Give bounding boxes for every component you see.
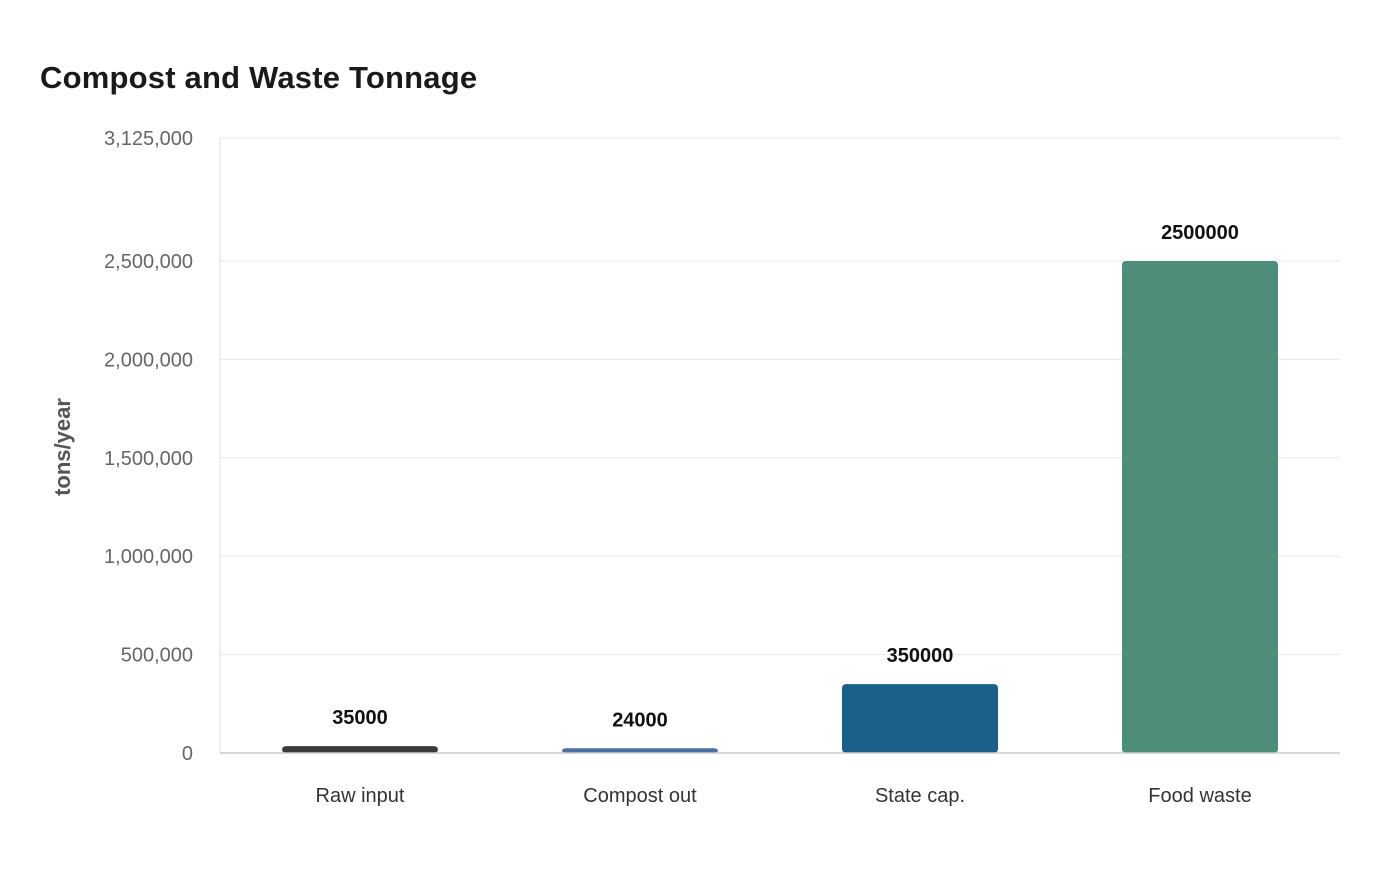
y-tick-label: 1,500,000 <box>104 448 193 470</box>
y-tick-label: 0 <box>182 743 193 765</box>
y-tick-label: 2,500,000 <box>104 251 193 273</box>
x-tick-label: State cap. <box>875 785 965 807</box>
x-tick-label: Compost out <box>583 785 697 807</box>
y-tick-label: 3,125,000 <box>104 128 193 150</box>
data-label: 350000 <box>887 645 954 667</box>
x-tick-label: Raw input <box>316 785 405 807</box>
chart-title: Compost and Waste Tonnage <box>40 60 478 95</box>
data-label: 2500000 <box>1161 222 1239 244</box>
bar-compost-out <box>562 748 718 753</box>
y-tick-label: 1,000,000 <box>104 546 193 568</box>
axes <box>219 138 1340 754</box>
data-label: 35000 <box>332 707 388 729</box>
y-axis-title: tons/year <box>50 398 75 496</box>
data-labels: 35000 24000 350000 2500000 <box>332 222 1239 731</box>
bar-state-cap <box>842 684 998 753</box>
x-tick-labels: Raw input Compost out State cap. Food waste <box>316 785 1252 807</box>
y-tick-label: 500,000 <box>121 645 193 667</box>
bars <box>282 261 1278 753</box>
y-tick-labels: 0 500,000 1,000,000 1,500,000 2,000,000 2,500… <box>104 128 193 765</box>
bar-raw-input <box>282 746 438 753</box>
gridlines <box>220 137 1340 656</box>
y-tick-label: 2,000,000 <box>104 349 193 371</box>
x-tick-label: Food waste <box>1148 785 1251 807</box>
bar-food-waste <box>1122 261 1278 753</box>
data-label: 24000 <box>612 709 668 731</box>
